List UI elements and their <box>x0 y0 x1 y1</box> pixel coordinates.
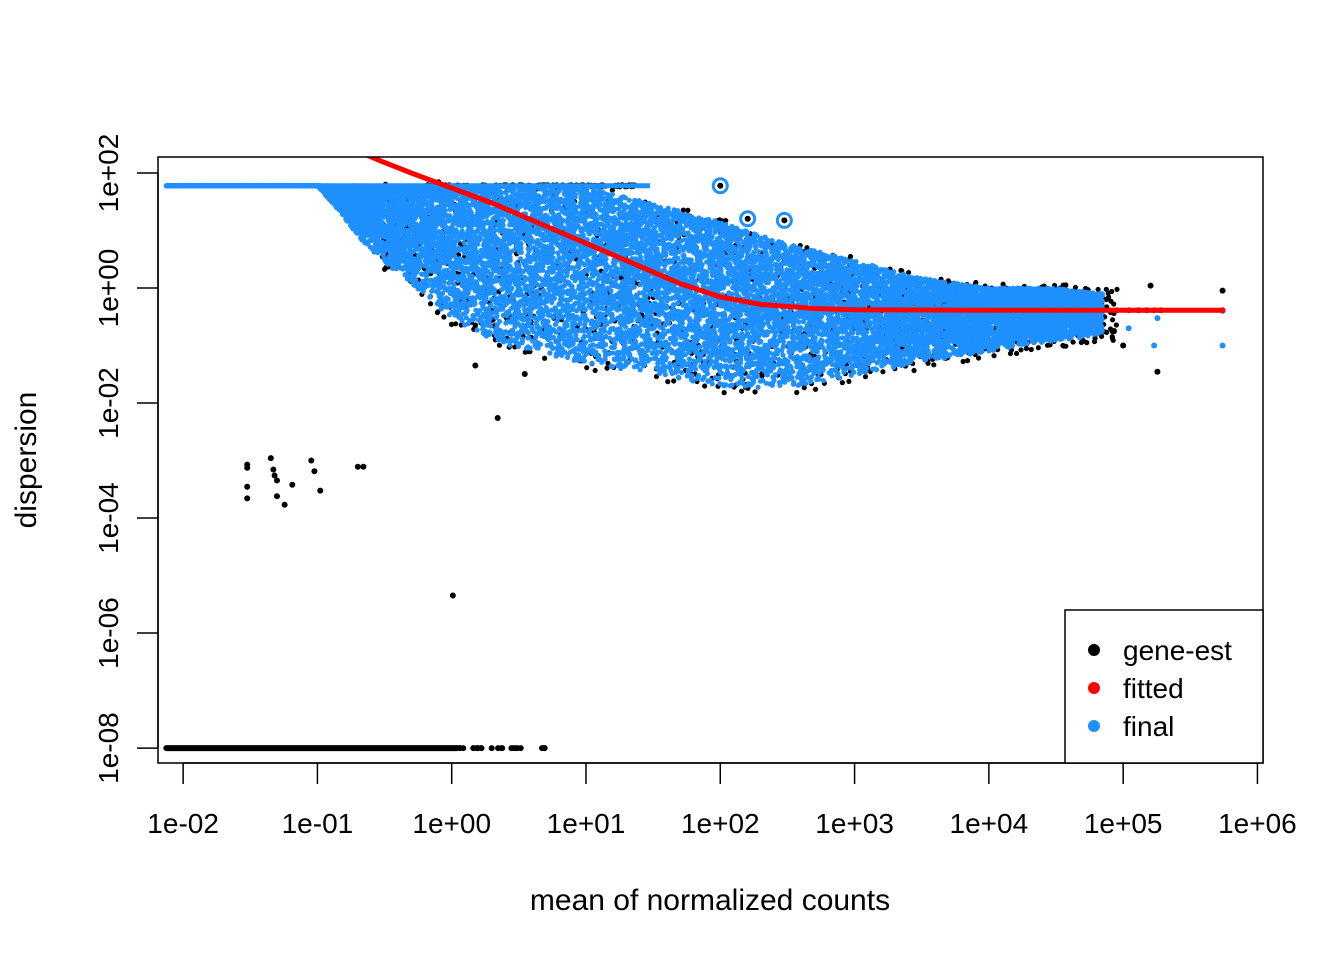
data-layer <box>163 157 1226 752</box>
gene-est-point <box>721 390 727 396</box>
gene-est-point <box>1044 342 1051 348</box>
final-point <box>526 248 532 254</box>
gene-est-point <box>1070 339 1076 345</box>
gene-est-point <box>541 355 548 361</box>
gene-est-point <box>794 389 800 396</box>
gene-est-point <box>1072 284 1079 291</box>
gene-est-point <box>1111 328 1117 335</box>
gene-est-point <box>839 380 845 386</box>
gene-est-point <box>671 378 677 384</box>
gene-est-point <box>1035 345 1041 351</box>
final-point <box>461 240 467 246</box>
gene-est-point <box>723 218 729 224</box>
gene-est-point <box>1000 281 1006 287</box>
gene-est-point <box>846 378 852 385</box>
gene-est-point <box>453 321 459 327</box>
gene-est-point <box>1028 346 1034 353</box>
gene-est-point <box>1023 345 1030 352</box>
gene-est-point <box>665 379 671 385</box>
gene-est-point <box>752 389 758 395</box>
gene-est-point <box>931 362 937 368</box>
gene-est-point <box>1063 343 1069 349</box>
gene-est-point <box>1078 339 1084 346</box>
gene-est-point <box>1105 290 1111 296</box>
gene-est-point <box>964 358 971 364</box>
gene-est-point <box>1113 322 1119 328</box>
gene-est-point <box>472 322 479 328</box>
gene-est-point <box>1114 286 1120 292</box>
gene-est-point <box>427 301 434 307</box>
gene-est-point <box>739 388 745 394</box>
gene-est-point <box>975 355 982 361</box>
gene-est-point <box>1099 333 1105 339</box>
gene-est-point <box>522 349 528 355</box>
gene-est-point <box>1109 317 1116 323</box>
gene-est-point <box>685 207 691 213</box>
gene-est-point <box>973 279 979 286</box>
gene-est-point <box>991 353 997 359</box>
gene-est-point <box>592 367 598 374</box>
gene-est-point <box>1107 326 1114 332</box>
final-point <box>676 375 682 381</box>
gene-est-point <box>905 269 912 276</box>
gene-est-point <box>584 365 590 371</box>
gene-est-point <box>680 207 687 213</box>
gene-est-point <box>1103 286 1109 292</box>
gene-est-point <box>862 374 869 380</box>
gene-est-point <box>441 314 447 320</box>
gene-est-point <box>960 358 966 365</box>
gene-est-point <box>812 386 819 392</box>
gene-est-point <box>1013 350 1020 357</box>
gene-est-point <box>435 309 441 315</box>
gene-est-point <box>1095 286 1101 293</box>
gene-est-point <box>1108 298 1114 304</box>
final-point <box>755 384 761 390</box>
gene-est-point <box>448 321 455 327</box>
gene-est-point <box>604 365 610 371</box>
final-point <box>692 366 699 372</box>
final-point <box>729 382 735 388</box>
gene-est-point <box>759 373 765 379</box>
gene-est-point <box>1109 333 1115 340</box>
gene-est-point <box>496 342 503 348</box>
gene-est-point <box>1018 347 1024 353</box>
gene-est-point <box>911 367 917 374</box>
gene-est-point <box>880 369 886 375</box>
gene-est-point <box>702 383 708 389</box>
